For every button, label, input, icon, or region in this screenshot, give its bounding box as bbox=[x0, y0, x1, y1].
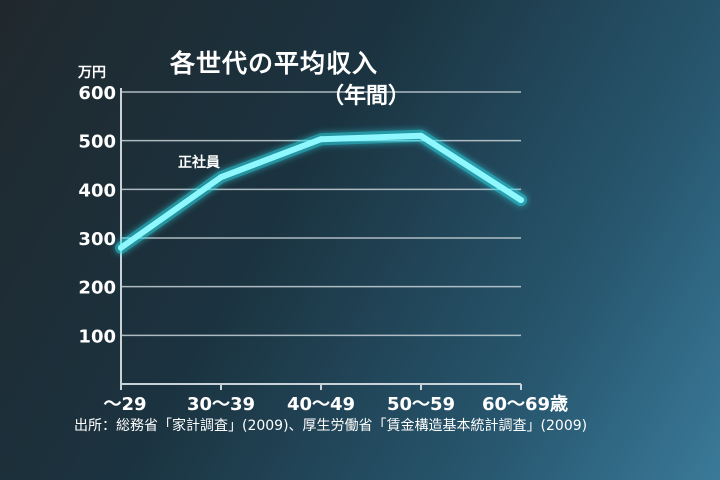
x-tick-labels: 〜29 30〜39 40〜49 50〜59 60〜69歳 bbox=[103, 394, 568, 415]
data-point-0 bbox=[118, 244, 124, 251]
gridlines bbox=[121, 91, 521, 337]
x-tick-label-2: 40〜49 bbox=[287, 394, 355, 415]
y-tick-label-200: 200 bbox=[78, 278, 116, 299]
series-lines bbox=[115, 129, 527, 254]
axes bbox=[120, 88, 522, 390]
data-point-2 bbox=[318, 136, 324, 143]
y-tick-label-300: 300 bbox=[78, 229, 116, 250]
x-tick-label-1: 30〜39 bbox=[187, 394, 255, 415]
y-tick-labels: 100 200 300 400 500 600 bbox=[78, 83, 116, 347]
data-point-4 bbox=[518, 197, 524, 204]
data-point-3 bbox=[418, 132, 424, 139]
x-tick-label-3: 50〜59 bbox=[387, 394, 455, 415]
chart-title: 各世代の平均収入 bbox=[170, 49, 379, 78]
x-tick-label-0: 〜29 bbox=[103, 394, 146, 415]
x-tick-label-4: 60〜69歳 bbox=[482, 394, 568, 415]
data-point-1 bbox=[218, 174, 224, 181]
series-label: 正社員 bbox=[178, 155, 220, 171]
chart-subtitle: （年間） bbox=[322, 84, 411, 109]
y-tick-label-500: 500 bbox=[78, 132, 116, 153]
y-tick-label-400: 400 bbox=[78, 180, 116, 201]
y-unit-label: 万円 bbox=[78, 65, 106, 81]
y-tick-label-100: 100 bbox=[78, 326, 116, 347]
y-tick-label-600: 600 bbox=[78, 83, 116, 104]
source-note: 出所：総務省「家計調査」(2009)、厚生労働省「賃金構造基本統計調査」(200… bbox=[74, 418, 588, 434]
